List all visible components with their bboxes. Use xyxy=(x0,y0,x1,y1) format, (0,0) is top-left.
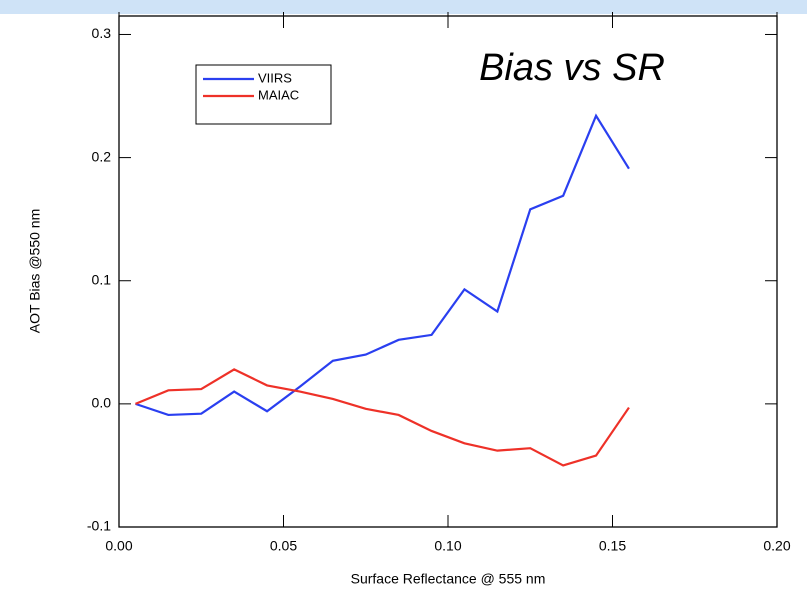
y-tick-label: 0.3 xyxy=(92,25,112,41)
series-line xyxy=(135,368,630,467)
legend-label: VIIRS xyxy=(258,70,292,85)
x-tick-label: 0.10 xyxy=(434,538,461,554)
y-tick-label: -0.1 xyxy=(87,518,111,534)
y-tick-label: 0.2 xyxy=(92,148,112,164)
annotation: Bias vs SR xyxy=(479,47,665,89)
x-tick-label: 0.05 xyxy=(270,538,297,554)
y-axis-label: AOT Bias @550 nm xyxy=(27,209,43,333)
x-tick-label: 0.20 xyxy=(763,538,790,554)
legend-label: MAIAC xyxy=(258,87,299,102)
y-tick-label: 0.0 xyxy=(92,395,112,411)
x-tick-label: 0.00 xyxy=(105,538,132,554)
top-banner xyxy=(0,0,807,14)
x-axis-label: Surface Reflectance @ 555 nm xyxy=(351,571,546,587)
x-tick-label: 0.15 xyxy=(599,538,626,554)
series-line xyxy=(135,113,630,417)
legend-box xyxy=(195,64,332,125)
y-tick-label: 0.1 xyxy=(92,271,112,287)
